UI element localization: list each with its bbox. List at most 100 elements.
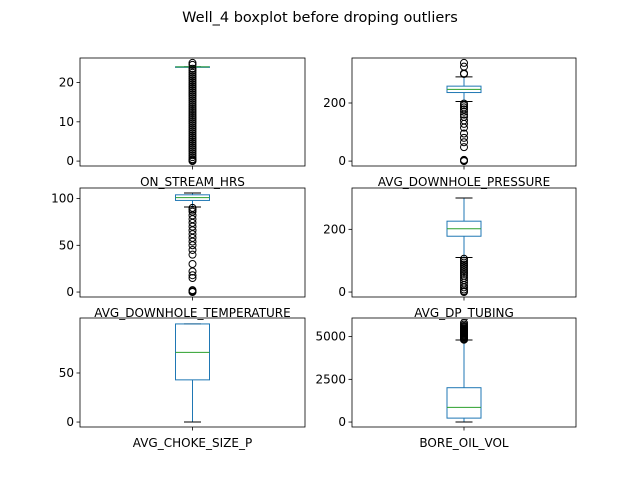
outlier-point	[188, 90, 197, 99]
outlier-point	[188, 94, 197, 103]
outlier-point	[188, 76, 197, 85]
outlier-point	[460, 103, 468, 112]
outlier-point	[188, 250, 197, 259]
y-tick-label: 200	[323, 222, 346, 236]
outlier-point	[460, 155, 468, 164]
outlier-point	[188, 133, 197, 142]
y-tick-label: 2500	[315, 372, 346, 386]
subplot-on-stream-hrs: 0 10 20 ON_STREAM_HRS	[59, 57, 306, 189]
subplot-bore-oil-vol: 0 2500 5000 BORE_OIL_VOL	[315, 317, 577, 450]
figure-title: Well_4 boxplot before droping outliers	[182, 10, 458, 26]
subplot-avg-dp-tubing: 0 200 AVG_DP_TUBING	[323, 187, 577, 320]
y-tick-label: 200	[323, 96, 346, 110]
category-label: ON_STREAM_HRS	[140, 175, 245, 189]
outlier-point	[188, 139, 197, 148]
outlier-point	[188, 147, 197, 156]
category-label: AVG_CHOKE_SIZE_P	[133, 436, 252, 450]
y-tick-label: 5000	[315, 330, 346, 344]
outlier-point	[188, 153, 197, 162]
outlier-point	[460, 62, 468, 71]
outlier-point	[188, 111, 197, 120]
y-tick-label: 0	[338, 415, 346, 429]
outlier-point	[188, 286, 197, 295]
outlier-point	[460, 112, 468, 121]
outlier-point	[188, 245, 197, 254]
outlier-point	[188, 108, 197, 116]
outlier-point	[188, 151, 197, 160]
category-label: AVG_DOWNHOLE_PRESSURE	[378, 175, 550, 189]
outlier-point	[188, 70, 197, 79]
outlier-point	[460, 143, 468, 152]
outlier-point	[188, 117, 197, 126]
subplot-avg-downhole-temperature: 0 50 100 AVG_DOWNHOLE_TEMPERATURE	[51, 187, 306, 320]
outlier-point	[188, 143, 197, 152]
outlier-point	[460, 133, 468, 142]
outlier-point	[188, 96, 197, 105]
outlier-point	[188, 109, 197, 118]
outlier-point	[188, 141, 197, 150]
outlier-point	[460, 318, 468, 327]
outlier-point	[460, 105, 468, 114]
y-tick-label: 100	[51, 192, 74, 206]
outlier-point	[188, 60, 197, 69]
y-tick-label: 0	[66, 415, 74, 429]
outlier-point	[460, 58, 468, 67]
outlier-point	[188, 100, 197, 109]
outlier-point	[188, 68, 197, 77]
outlier-point	[460, 99, 468, 108]
boxplot-grid: 0 10 20 ON_STREAM_HRS 0 200 AVG_DOWNHOLE_PRESS…	[51, 57, 577, 450]
outlier-point	[188, 72, 197, 81]
outlier-point	[188, 127, 197, 136]
outlier-point	[188, 135, 197, 144]
y-tick-label: 0	[338, 285, 346, 299]
outlier-point	[188, 203, 197, 212]
outlier-point	[188, 119, 197, 128]
outlier-point	[188, 102, 197, 111]
outlier-point	[188, 58, 197, 67]
category-label: AVG_DOWNHOLE_TEMPERATURE	[94, 306, 290, 320]
outlier-point	[188, 145, 197, 154]
y-tick-label: 50	[59, 238, 74, 252]
outlier-point	[460, 276, 468, 285]
outlier-point	[460, 254, 468, 263]
outlier-point	[188, 131, 197, 140]
y-tick-label: 0	[66, 154, 74, 168]
category-label: AVG_DP_TUBING	[414, 306, 514, 320]
box-iqr	[446, 387, 482, 419]
outlier-point	[188, 123, 197, 132]
outlier-point	[188, 86, 197, 95]
outlier-point	[188, 64, 197, 73]
outlier-point	[188, 74, 197, 83]
outlier-point	[188, 121, 197, 130]
subplot-avg-choke-size-p: 0 50 AVG_CHOKE_SIZE_P	[59, 317, 306, 450]
outlier-point	[460, 107, 468, 116]
outlier-point	[188, 113, 197, 122]
outlier-point	[188, 88, 197, 97]
outlier-point	[188, 260, 197, 269]
outlier-point	[188, 125, 197, 134]
outlier-point	[188, 66, 197, 75]
outlier-point	[460, 116, 468, 125]
outlier-point	[188, 104, 197, 113]
outlier-point	[188, 129, 197, 138]
outlier-point	[188, 115, 197, 124]
outlier-point	[460, 138, 468, 147]
outlier-point	[188, 92, 197, 101]
outlier-point	[460, 273, 468, 282]
y-tick-label: 0	[66, 285, 74, 299]
outlier-point	[188, 80, 197, 89]
outlier-point	[188, 84, 197, 93]
y-tick-label: 20	[59, 76, 74, 90]
outlier-point	[188, 106, 197, 115]
outlier-point	[188, 82, 197, 91]
outlier-point	[188, 155, 197, 164]
outlier-point	[188, 149, 197, 158]
outlier-point	[188, 78, 197, 87]
y-tick-label: 0	[338, 154, 346, 168]
subplot-avg-downhole-pressure: 0 200 AVG_DOWNHOLE_PRESSURE	[323, 57, 577, 189]
y-tick-label: 50	[59, 366, 74, 380]
outlier-point	[460, 129, 468, 138]
outlier-point	[188, 271, 197, 280]
y-tick-label: 10	[59, 115, 74, 129]
